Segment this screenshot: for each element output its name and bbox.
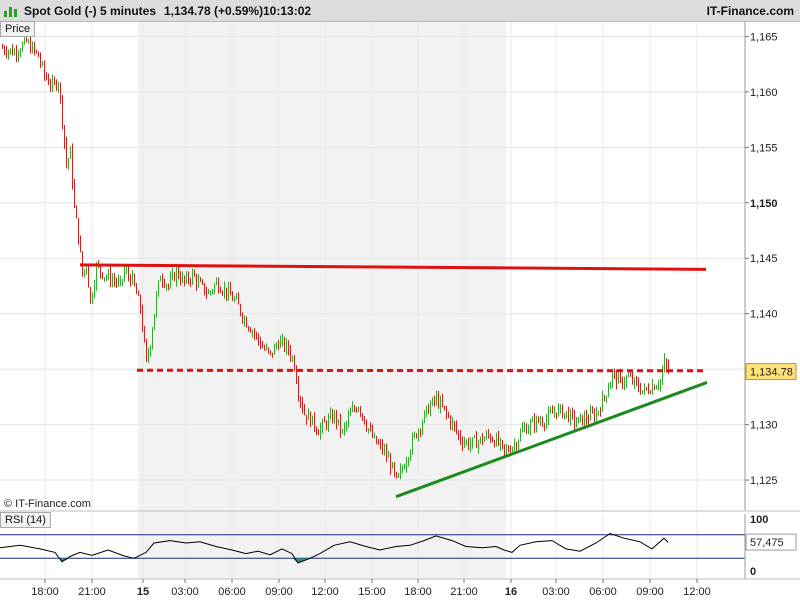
rsi-series: [0, 532, 745, 564]
rsi-line: [0, 532, 669, 564]
price-tick-label: 1,165: [750, 31, 778, 43]
time-tick-label: 09:00: [636, 586, 664, 598]
rsi-value-tag: [745, 533, 797, 551]
panel-frames: [0, 22, 800, 580]
price-axis: 1,1651,1601,1551,1501,1451,1401,1351,130…: [745, 31, 778, 487]
brand-name: IT-Finance.com: [706, 4, 794, 18]
interval-label: 5 minutes: [100, 4, 157, 18]
resistance-line: [79, 263, 707, 271]
value-tags: 1,134.78 57,475: [745, 363, 797, 551]
time-tick-label: 06:00: [589, 586, 617, 598]
time-tick-label: 03:00: [171, 586, 199, 598]
time-tick-label: 12:00: [311, 586, 339, 598]
time-tick-label: 06:00: [218, 586, 246, 598]
timestamp: 10:13:02: [263, 4, 312, 18]
price-tick-label: 1,150: [750, 198, 778, 210]
time-tick-label: 21:00: [450, 586, 478, 598]
price-tick-label: 1,130: [750, 420, 778, 432]
rsi-oversold-fill: [292, 558, 310, 564]
last-price-tag: [745, 363, 797, 381]
time-tick-label: 15: [137, 586, 149, 598]
time-axis: 18:00 21:00 15 03:00 06:00 09:00 12:00 15:00 18:…: [31, 579, 711, 598]
time-tick-label: 16: [505, 586, 517, 598]
rsi-grid: [44, 514, 698, 579]
price-candles: [2, 34, 669, 480]
price-tick-label: 1,160: [750, 87, 778, 99]
time-tick-label: 12:00: [683, 586, 711, 598]
price-panel-label: Price: [0, 21, 36, 37]
price-tick-label: 1,145: [750, 253, 778, 265]
time-tick-label: 21:00: [78, 586, 106, 598]
time-tick-label: 03:00: [542, 586, 570, 598]
rsi-axis: 100 0: [750, 514, 768, 578]
time-tick-label: 09:00: [265, 586, 293, 598]
price-change: 1,134.78 (+0.59%): [164, 4, 264, 18]
time-tick-label: 18:00: [404, 586, 432, 598]
watermark: © IT-Finance.com: [4, 498, 91, 510]
session-shade: [138, 22, 506, 579]
title-bar: Spot Gold (-) 5 minutes 1,134.78 (+0.59%…: [0, 0, 800, 22]
rsi-value-label: 57,475: [750, 537, 784, 549]
time-tick-label: 15:00: [358, 586, 386, 598]
chart-app-icon: [4, 5, 18, 17]
instrument-name: Spot Gold (-): [24, 4, 97, 18]
last-price-label: 1,134.78: [750, 367, 793, 379]
rsi-panel-label: RSI (14): [0, 512, 51, 528]
rsi-tick-label: 100: [750, 514, 768, 526]
price-tick-label: 1,140: [750, 309, 778, 321]
trendline-line: [395, 381, 708, 499]
support-line: [136, 368, 707, 373]
price-tick-label: 1,155: [750, 142, 778, 154]
price-tick-label: 1,125: [750, 475, 778, 487]
time-tick-label: 18:00: [31, 586, 59, 598]
rsi-tick-label: 0: [750, 566, 756, 578]
annotations: [79, 263, 708, 499]
